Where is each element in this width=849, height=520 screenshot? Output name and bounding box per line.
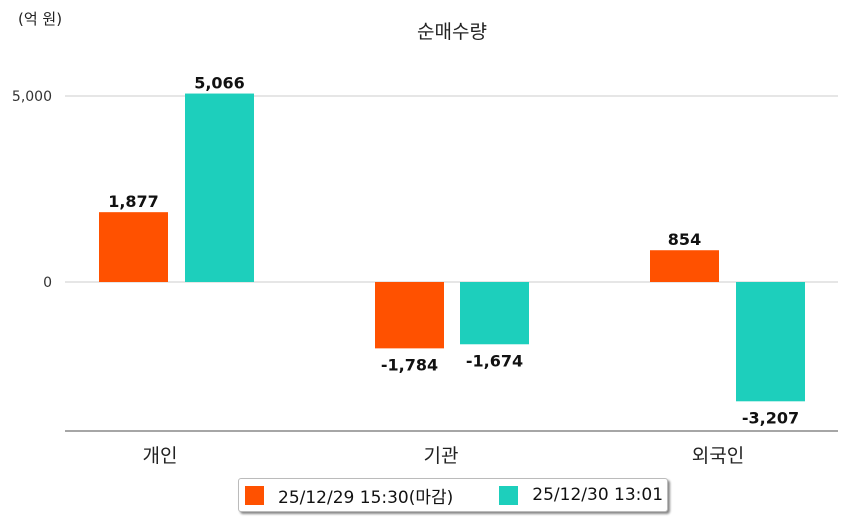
x-tick-label: 외국인 bbox=[692, 445, 744, 467]
bar bbox=[460, 282, 529, 345]
data-label: -3,207 bbox=[742, 408, 799, 427]
legend-label-series-2: 25/12/30 13:01 bbox=[532, 485, 664, 505]
legend-item-series-1[interactable]: 25/12/29 15:30(마감) bbox=[239, 483, 453, 508]
y-tick-label: 5,000 bbox=[12, 89, 52, 105]
legend-item-series-2[interactable]: 25/12/30 13:01 bbox=[493, 485, 663, 505]
data-label: -1,784 bbox=[381, 355, 438, 374]
data-label: 1,877 bbox=[108, 192, 159, 211]
data-label: 5,066 bbox=[194, 74, 245, 93]
unit-label: (억 원) bbox=[18, 10, 62, 28]
y-tick-label: 0 bbox=[43, 275, 52, 291]
bar bbox=[99, 212, 168, 282]
bar bbox=[736, 282, 805, 402]
legend-swatch-series-1 bbox=[245, 485, 264, 505]
bar bbox=[375, 282, 444, 349]
legend-swatch-series-2 bbox=[499, 485, 519, 505]
data-label: 854 bbox=[668, 230, 701, 249]
data-label: -1,674 bbox=[466, 351, 523, 370]
legend-label-series-1: 25/12/29 15:30(마감) bbox=[278, 487, 454, 508]
x-tick-label: 개인 bbox=[143, 445, 178, 467]
x-tick-label: 기관 bbox=[424, 445, 459, 467]
legend: 25/12/29 15:30(마감) 25/12/30 13:01 bbox=[238, 478, 668, 512]
chart-title: 순매수량 bbox=[417, 21, 487, 43]
bar bbox=[185, 93, 254, 282]
bar bbox=[650, 250, 719, 282]
